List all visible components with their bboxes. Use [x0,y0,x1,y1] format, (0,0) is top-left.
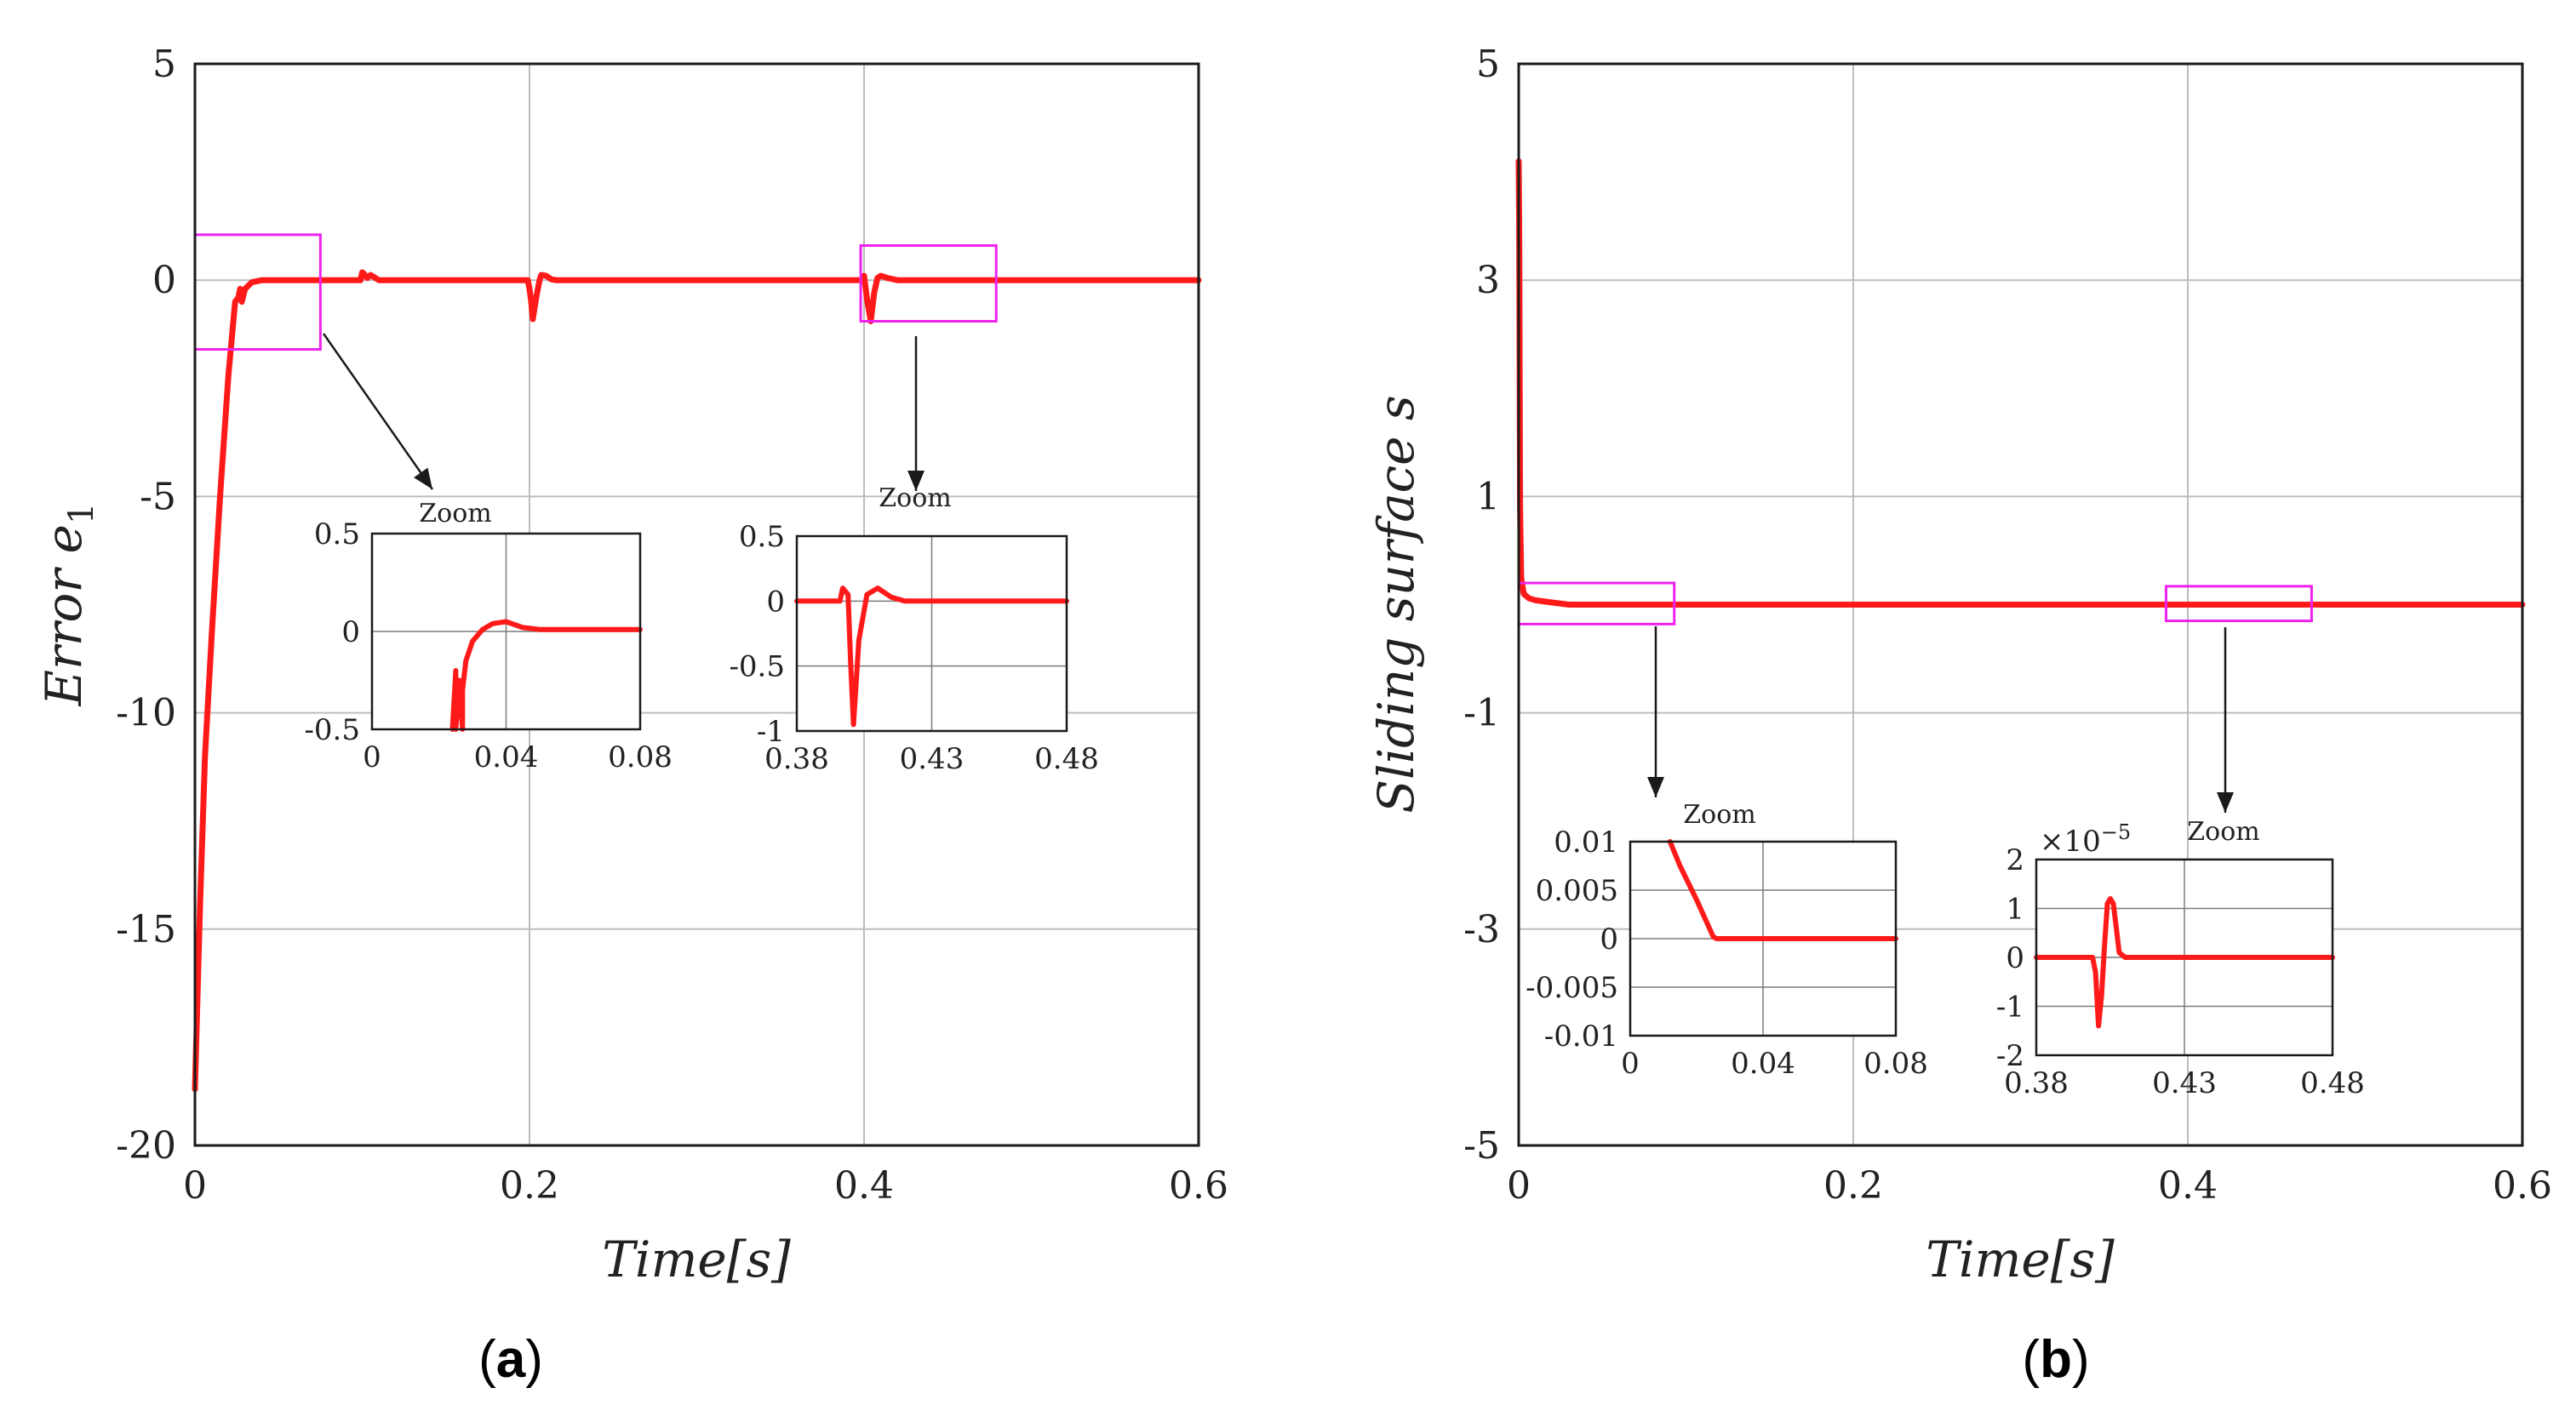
chart-a-inset-ytick-label: 0 [766,585,785,619]
chart-b-inset-xtick-label: 0.43 [2152,1066,2217,1100]
chart-a-inset-ytick-label: -0.5 [304,713,360,747]
chart-b-ytick-label: 1 [1476,475,1500,518]
chart-b-inset-xtick-label: 0.04 [1731,1047,1795,1081]
chart-a-inset-zoom-title: Zoom [419,499,491,528]
chart-b-xtick-label: 0.6 [2493,1164,2552,1208]
chart-a-inset-ytick-label: 0.5 [739,520,785,554]
chart-a-inset-ytick-label: 0 [341,615,360,649]
chart-b-xtick-label: 0.2 [1823,1164,1883,1208]
chart-a-inset-zoom-title: Zoom [879,483,951,513]
chart-b-inset-xtick-label: 0.08 [1863,1047,1928,1081]
chart-b-series-line-s [1515,157,2526,608]
chart-b-inset-ytick-label: 0.01 [1554,825,1618,860]
chart-b-ylabel-main: Sliding surface s [1367,395,1425,813]
chart-b-inset-multiplier-exp: −5 [2101,820,2131,844]
chart-a-panel-label-part: ( [478,1330,496,1389]
chart-a-ytick-label: -20 [116,1124,176,1168]
chart-b-inset-1: 0 0.04 0.08 0.01 0.005 0 -0.005 -0.01 Zoom [1526,800,1928,1081]
chart-a-ylabel-main: Error e [35,524,93,706]
chart-b-inset-xtick-label: 0.48 [2300,1066,2365,1100]
chart-a-inset-xtick-label: 0.04 [474,740,539,774]
chart-b-inset-ytick-label: 0 [1600,922,1618,957]
chart-a-zoom-arrow-head [907,471,924,491]
chart-b-panel-label: (b) [2022,1330,2089,1389]
chart-a-inset-series-line [449,619,643,732]
chart-a-ytick-label: -5 [140,475,176,518]
chart-a-panel-label-part: ) [525,1330,543,1389]
chart-b-inset-ytick-label: 0 [2006,941,2024,975]
chart-b-ytick-label: -3 [1463,908,1500,951]
chart-a-xlabel: Time[s] [602,1231,791,1288]
chart-b-ytick-label: -1 [1463,692,1500,735]
chart-b: 0 0.2 0.4 0.6 5 3 1 -1 -3 -5 Time[s] Sliding surfac… [1367,43,2552,1389]
chart-b-inset-zoom-title: Zoom [1683,800,1755,830]
chart-a-inset-ytick-label: -1 [757,715,785,749]
chart-b-inset-ytick-label: -0.01 [1544,1019,1618,1054]
chart-b-inset-ytick-label: -0.005 [1526,971,1618,1005]
chart-a-xtick-label: 0.6 [1169,1164,1228,1208]
chart-b-inset-ytick-label: -2 [1996,1039,2024,1073]
chart-a-panel-label: (a) [478,1330,543,1389]
chart-b-xlabel: Time[s] [1926,1231,2115,1288]
chart-a-ytick-label: 0 [152,259,176,302]
chart-a-xtick-label: 0.2 [500,1164,559,1208]
chart-b-panel-label-part: ( [2022,1330,2040,1389]
chart-b-zoom-arrow-head [1647,777,1664,797]
chart-b-inset-ytick-label: 1 [2006,893,2024,927]
chart-a-inset-xtick-label: 0.38 [764,742,829,776]
chart-a-ytick-label: -10 [116,692,176,735]
chart-b-panel-label-part: b [2040,1330,2072,1389]
chart-a-xtick-label: 0.4 [834,1164,894,1208]
chart-a-ylabel-subscript: 1 [62,503,101,524]
chart-a-inset-frame [795,534,1068,733]
chart-b-inset-2: 0.38 0.43 0.48 2 1 0 -1 -2 Zoom ×10−5 [1996,817,2365,1100]
chart-b-ytick-label: -5 [1463,1124,1500,1168]
chart-b-inset-frame [2035,858,2334,1057]
chart-b-xtick-label: 0 [1507,1164,1531,1208]
chart-b-ytick-label: 3 [1476,259,1500,302]
chart-b-inset-xtick-label: 0 [1621,1047,1640,1081]
chart-a-inset-xtick-label: 0 [363,740,381,774]
chart-b-inset-xtick-label: 0.38 [2004,1066,2069,1100]
chart-a-inset-ytick-label: -0.5 [729,650,785,684]
chart-a-xtick-label: 0 [183,1164,207,1208]
chart-b-panel-label-part: ) [2072,1330,2090,1389]
chart-b-inset-multiplier: ×10−5 [2040,820,2131,859]
chart-a-inset-xtick-label: 0.08 [608,740,673,774]
chart-b-plot-frame [1517,62,2524,1147]
chart-a-inset-frame [370,532,642,731]
chart-a-zoom-box-2 [859,244,998,323]
chart-a-ytick-label: 5 [152,43,176,86]
chart-b-zoom-arrow-head [2217,792,2234,813]
chart-b-ytick-label: 5 [1476,43,1500,86]
chart-a-ytick-label: -15 [116,908,176,951]
chart-b-inset-ytick-label: 0.005 [1536,874,1618,908]
chart-b-inset-ytick-label: -1 [1996,991,2024,1025]
chart-b-inset-frame [1629,840,1898,1037]
chart-a-series-line-e1 [192,269,1202,1093]
chart-a-inset-xtick-label: 0.48 [1034,742,1099,776]
chart-b-inset-series-line [1667,839,1898,941]
chart-a-ylabel: Error e1 [35,503,101,707]
chart-b-ylabel: Sliding surface s [1367,395,1425,813]
chart-a-zoom-arrow-head [414,467,432,489]
chart-a-inset-series-line [794,585,1069,728]
chart-a-panel-label-part: a [496,1330,526,1389]
chart-a-plot-frame [193,62,1200,1147]
chart-b-inset-series-line [2034,896,2335,1029]
chart-a-inset-ytick-label: 0.5 [314,517,360,551]
chart-b-zoom-box-2 [2164,585,2313,623]
chart-b-inset-zoom-title: Zoom [2187,817,2259,847]
chart-a-zoom-box-1 [193,233,322,351]
chart-a-inset-2: 0.38 0.43 0.48 0.5 0 -0.5 -1 Zoom [729,483,1098,776]
chart-b-xtick-label: 0.4 [2158,1164,2218,1208]
chart-b-inset-multiplier-base: ×10 [2040,825,2101,859]
chart-b-inset-ytick-label: 2 [2006,843,2024,877]
chart-a-zoom-arrow-line [322,333,434,490]
chart-a-inset-xtick-label: 0.43 [900,742,965,776]
